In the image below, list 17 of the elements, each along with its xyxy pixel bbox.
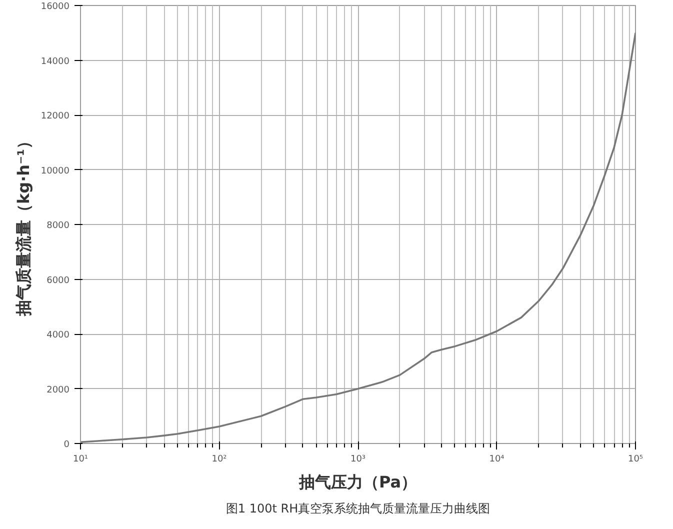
y-tick-label: 14000	[40, 56, 70, 67]
x-tick-label: 10²	[212, 454, 228, 464]
y-tick-label: 12000	[40, 112, 70, 122]
x-tick-label: 10³	[350, 454, 366, 464]
y-tick-label: 8000	[46, 221, 70, 231]
x-tick-label: 10⁵	[628, 454, 644, 464]
y-tick-label: 0	[64, 440, 70, 450]
y-axis-title: 抽气质量流量（kg·h⁻¹）	[14, 132, 33, 318]
y-tick-label: 2000	[46, 385, 70, 396]
y-tick-label: 16000	[40, 2, 70, 12]
y-tick-label: 4000	[46, 330, 70, 340]
y-tick-label: 10000	[40, 166, 70, 176]
x-tick-label: 10¹	[72, 454, 88, 464]
y-tick-label: 6000	[46, 276, 70, 286]
caption: 图1 100t RH真空泵系统抽气质量流量压力曲线图	[226, 502, 490, 516]
x-tick-label: 10⁴	[489, 454, 505, 464]
x-axis-title: 抽气压力（Pa）	[298, 472, 418, 492]
